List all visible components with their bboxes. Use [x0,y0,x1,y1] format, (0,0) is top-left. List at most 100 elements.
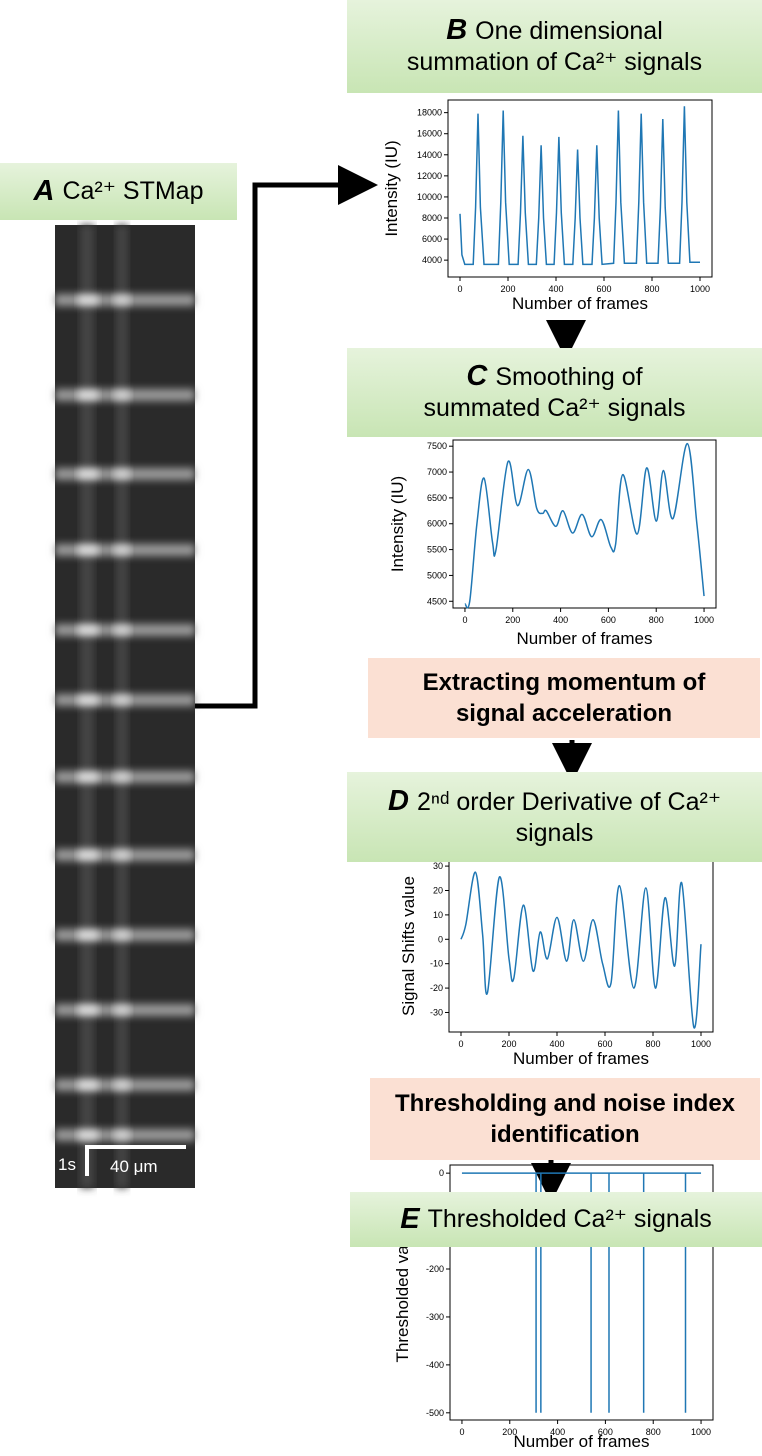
x-tick-label: 0 [458,1039,463,1049]
x-tick-label: 1000 [691,1039,711,1049]
y-tick-label: 7500 [427,441,447,451]
x-axis-label: Number of frames [513,1049,649,1068]
data-line [460,871,702,1029]
y-tick-label: 5000 [427,570,447,580]
y-tick-label: -30 [430,1007,443,1017]
y-tick-label: 6000 [427,519,447,529]
x-tick-label: 600 [601,615,616,625]
y-tick-label: 4000 [422,255,442,265]
y-tick-label: -300 [426,1312,444,1322]
y-tick-label: 12000 [417,171,442,181]
y-tick-label: -10 [430,959,443,969]
x-tick-label: 0 [457,284,462,294]
stmap-band [114,931,130,939]
x-tick-label: 200 [501,1039,516,1049]
y-tick-label: 6500 [427,493,447,503]
y-tick-label: 10 [433,910,443,920]
connector-arrow [195,165,378,709]
x-tick-label: 200 [502,1427,517,1437]
stmap-band [78,391,98,399]
y-tick-label: -500 [426,1408,444,1418]
stmap-band [114,391,130,399]
data-line [464,442,705,609]
x-tick-label: 400 [548,284,563,294]
x-tick-label: 400 [549,1039,564,1049]
panel-d-title: D 2ⁿᵈ order Derivative of Ca²⁺ signals [347,772,762,862]
scale-time: 1s [58,1155,76,1174]
x-tick-label: 1000 [694,615,714,625]
x-axis-label: Number of frames [516,629,652,648]
stmap-band [114,1131,130,1139]
stmap-band [78,470,98,478]
y-axis-label: Signal Shifts value [399,876,418,1016]
plot-frame [449,1164,714,1421]
y-tick-label: 8000 [422,213,442,223]
stmap-band [78,931,98,939]
data-line [461,1172,702,1413]
stmap-band [114,546,130,554]
x-tick-label: 1000 [690,284,710,294]
stmap-band [114,696,130,704]
plot-frame [448,859,714,1033]
stmap-band [78,1006,98,1014]
x-tick-label: 400 [550,1427,565,1437]
x-tick-label: 0 [462,615,467,625]
y-axis-label: Intensity (IU) [382,140,401,236]
y-axis-label: Intensity (IU) [388,476,407,572]
stmap-band [78,773,98,781]
x-tick-label: 600 [598,1427,613,1437]
panel-b-title: B One dimensional summation of Ca²⁺ signa… [347,0,762,93]
x-tick-label: 800 [645,1039,660,1049]
y-tick-label: 20 [433,885,443,895]
x-tick-label: 600 [596,284,611,294]
stmap-band [78,1081,98,1089]
y-tick-label: 7000 [427,467,447,477]
stmap-band [78,696,98,704]
y-tick-label: 14000 [417,150,442,160]
scale-length: 40 μm [110,1157,158,1176]
y-tick-label: 30 [433,861,443,871]
stmap-band [114,1006,130,1014]
y-tick-label: 10000 [417,192,442,202]
stmap-band [114,851,130,859]
stmap-band [78,626,98,634]
plot-frame [452,439,717,609]
stmap-band [114,1081,130,1089]
x-axis-label: Number of frames [513,1432,649,1451]
panel-e-title: E Thresholded Ca²⁺ signals [350,1192,762,1247]
y-tick-label: -20 [430,983,443,993]
x-axis-label: Number of frames [512,294,648,313]
x-tick-label: 600 [597,1039,612,1049]
y-axis-label: Thresholded value [393,1223,412,1363]
x-tick-label: 800 [646,1427,661,1437]
stmap-band [78,546,98,554]
panel-a-title: A Ca²⁺ STMap [0,163,237,220]
plot-frame [447,99,713,278]
x-tick-label: 1000 [691,1427,711,1437]
step-box: Thresholding and noise index identificat… [370,1078,760,1160]
stmap-band [114,773,130,781]
y-tick-label: 16000 [417,129,442,139]
y-tick-label: -200 [426,1264,444,1274]
y-tick-label: 4500 [427,596,447,606]
x-tick-label: 200 [500,284,515,294]
panel-c-title: C Smoothing of summated Ca²⁺ signals [347,348,762,437]
y-tick-label: 6000 [422,234,442,244]
stmap-band [78,296,98,304]
data-line [459,106,700,266]
step-box: Extracting momentum of signal accelerati… [368,658,760,738]
stmap-band [114,470,130,478]
x-tick-label: 400 [553,615,568,625]
x-tick-label: 800 [649,615,664,625]
stmap-band [114,296,130,304]
stmap-band [78,851,98,859]
stmap-band [114,626,130,634]
y-tick-label: 5500 [427,545,447,555]
y-tick-label: 0 [439,1168,444,1178]
x-tick-label: 0 [459,1427,464,1437]
stmap-image [55,225,195,1188]
scale-bar: 1s 40 μm [58,1145,186,1176]
stmap-band [78,1131,98,1139]
